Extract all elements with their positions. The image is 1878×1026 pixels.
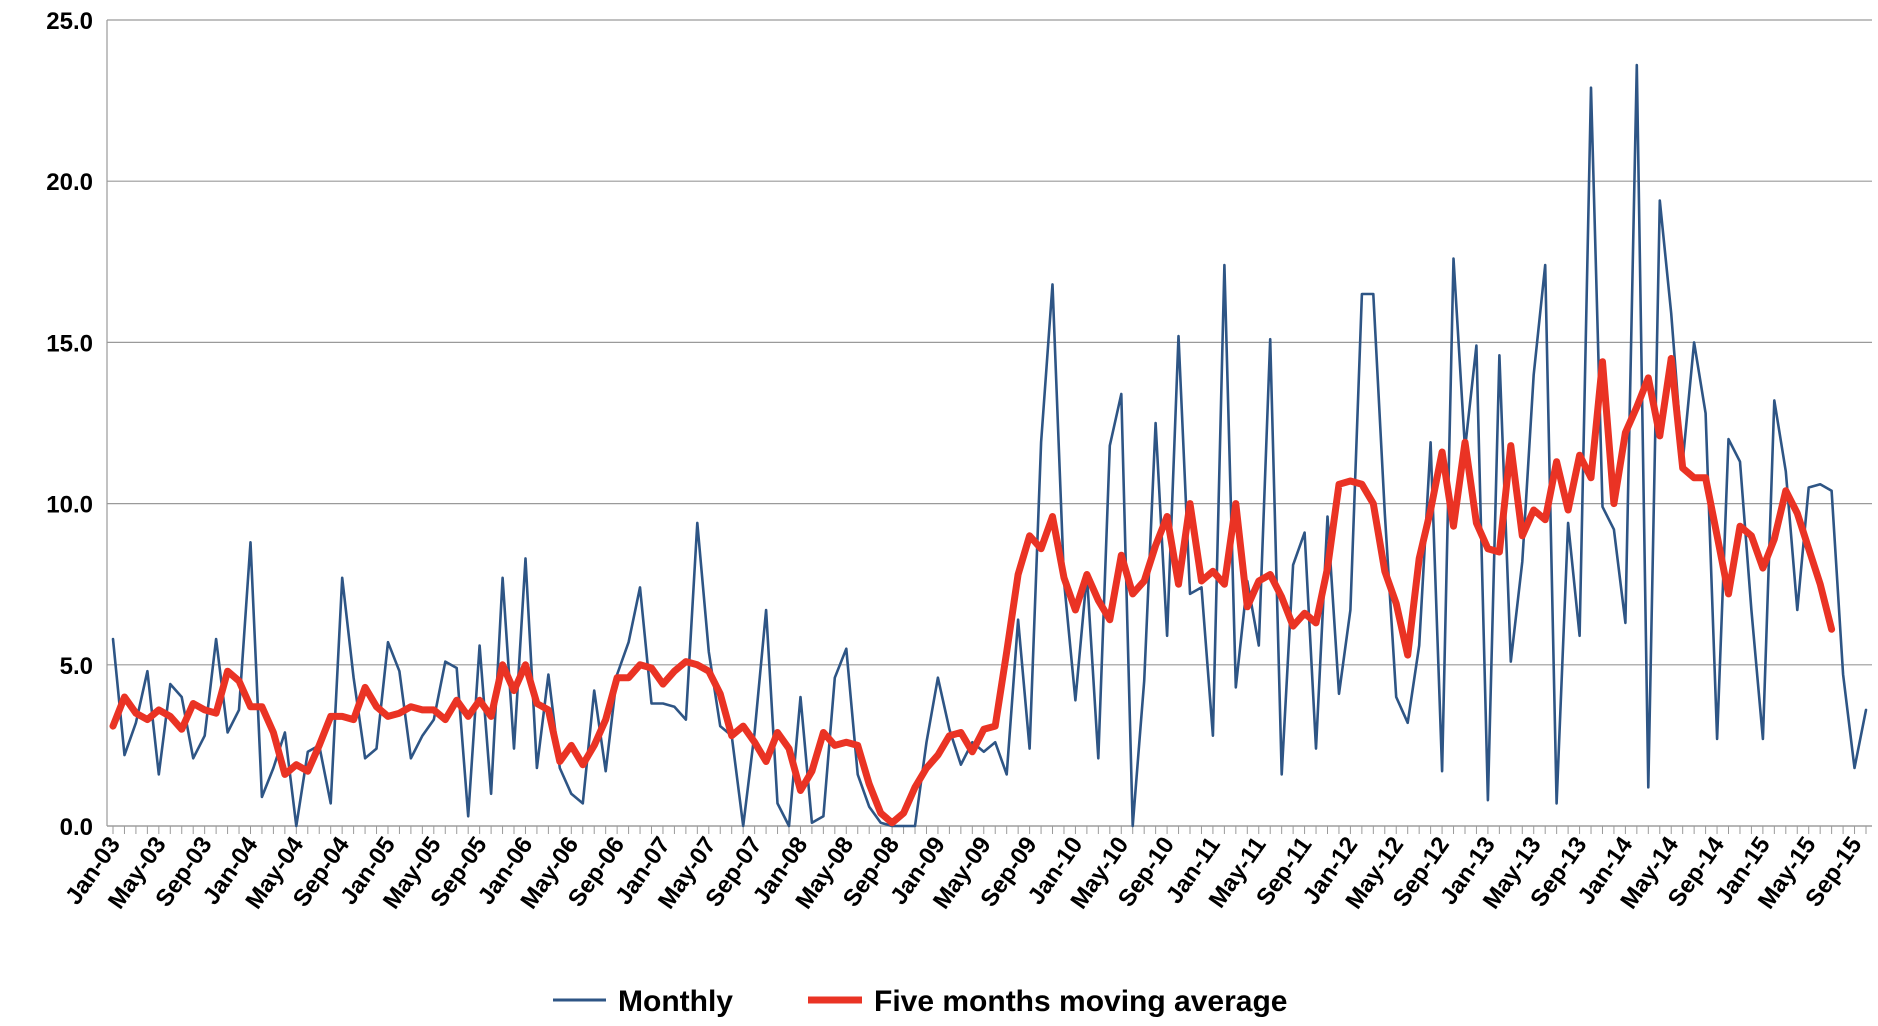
plot-area xyxy=(109,63,1868,828)
legend: Monthly Five months moving average xyxy=(553,985,1287,1018)
series-line-monthly xyxy=(111,63,1868,828)
series-line-moving-average xyxy=(109,355,1836,827)
y-axis: 0.0 5.0 10.0 15.0 20.0 25.0 xyxy=(46,8,93,841)
y-tick-label: 5.0 xyxy=(60,653,93,680)
legend-label-moving-average: Five months moving average xyxy=(874,985,1287,1018)
y-tick-label: 15.0 xyxy=(46,330,93,357)
y-tick-label: 25.0 xyxy=(46,8,93,35)
y-tick-label: 10.0 xyxy=(46,492,93,519)
y-tick-label: 20.0 xyxy=(46,169,93,196)
legend-label-monthly: Monthly xyxy=(618,985,733,1018)
y-tick-label: 0.0 xyxy=(60,814,93,841)
